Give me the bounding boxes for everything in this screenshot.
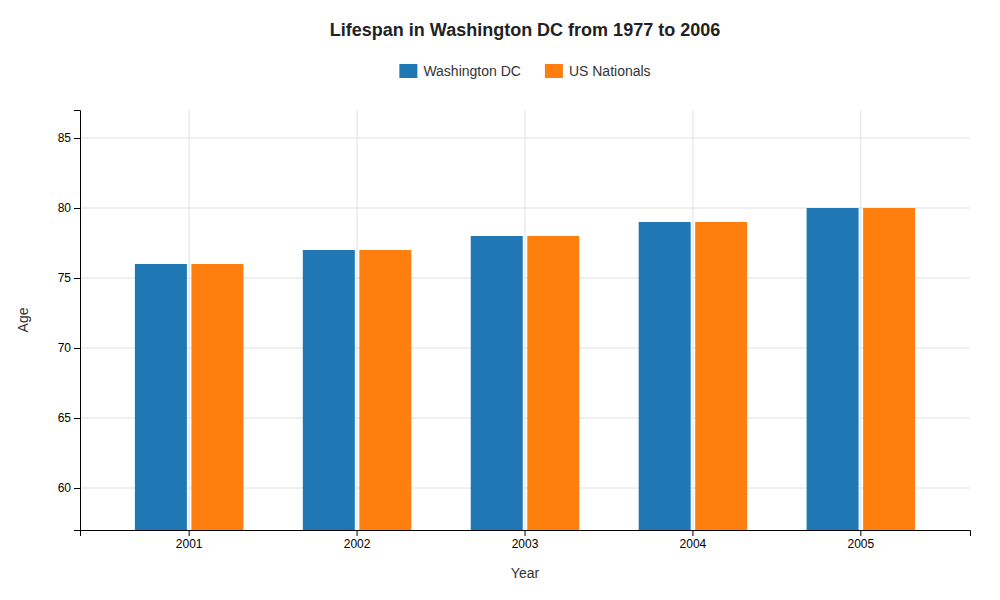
bar [527,236,579,530]
tick: 75 [58,271,80,285]
legend-swatch [545,64,563,78]
bars [135,208,915,530]
plot: 2001 2002 2003 2004 2005 60 65 70 75 80 85 [58,110,971,551]
tick: 80 [58,201,80,215]
tick-label: 60 [58,481,72,495]
legend: Washington DC US Nationals [399,63,650,79]
y-axis-title: Age [15,307,31,332]
tick: 2004 [680,530,707,551]
grid-line [357,110,358,530]
legend-swatch [399,64,417,78]
grid-line [189,110,190,530]
tick-mark [74,418,80,419]
tick-label: 2002 [344,537,371,551]
grid-line [692,110,693,530]
tick: 70 [58,341,80,355]
x-axis-title: Year [511,565,540,581]
tick-mark [74,488,80,489]
series [135,208,859,530]
bar [471,236,523,530]
tick-mark [74,348,80,349]
tick-mark [189,530,190,536]
tick: 85 [58,131,80,145]
bar [135,264,187,530]
tick: 65 [58,411,80,425]
tick-label: 85 [58,131,72,145]
tick-label: 2003 [512,537,539,551]
y-axis: 60 65 70 75 80 85 [58,111,81,531]
tick-label: 80 [58,201,72,215]
tick-mark [692,530,693,536]
tick: 2005 [847,530,874,551]
tick: 2003 [512,530,539,551]
grid-line [525,110,526,530]
bar [807,208,859,530]
tick: 2001 [176,530,203,551]
grid [80,110,970,530]
tick-label: 2005 [847,537,874,551]
bar [359,250,411,530]
tick-mark [74,138,80,139]
chart: 2001 2002 2003 2004 2005 60 65 70 75 80 85 Year Age L… [0,0,1000,600]
tick-mark [74,208,80,209]
bar [695,222,747,530]
tick-label: 2001 [176,537,203,551]
tick-mark [860,530,861,536]
axis-line [74,111,81,531]
bar [303,250,355,530]
tick-label: 75 [58,271,72,285]
bar [639,222,691,530]
tick-mark [357,530,358,536]
legend-item: Washington DC [399,63,521,79]
legend-item: US Nationals [545,63,651,79]
bar [191,264,243,530]
bar [863,208,915,530]
legend-label: Washington DC [423,63,521,79]
tick-label: 70 [58,341,72,355]
tick: 2002 [344,530,371,551]
tick-label: 2004 [680,537,707,551]
tick-mark [74,278,80,279]
series [191,208,915,530]
tick: 60 [58,481,80,495]
grid-line [860,110,861,530]
tick-label: 65 [58,411,72,425]
title: Lifespan in Washington DC from 1977 to 2… [330,20,720,40]
tick-mark [525,530,526,536]
x-axis: 2001 2002 2003 2004 2005 [81,530,971,551]
legend-label: US Nationals [569,63,651,79]
axis-line [81,531,971,537]
